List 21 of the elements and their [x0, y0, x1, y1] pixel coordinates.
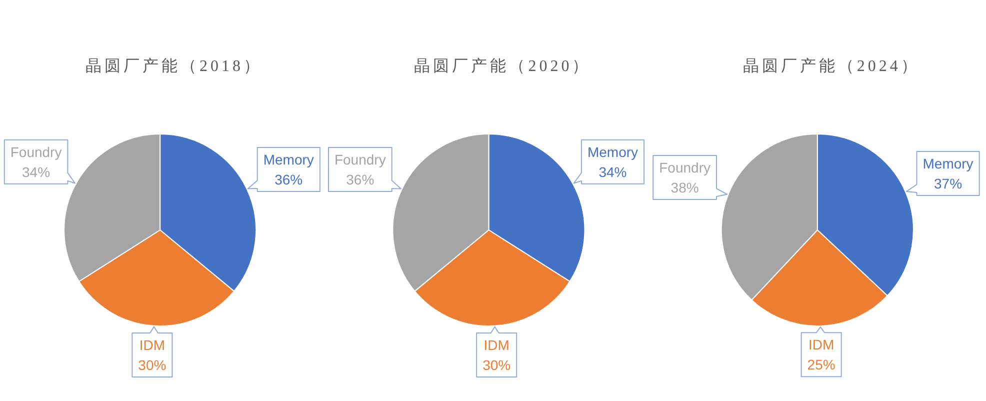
data-label: 25%	[807, 356, 836, 373]
slice-label: Memory	[263, 152, 314, 168]
data-label: 38%	[670, 180, 699, 196]
slice-label: Memory	[922, 155, 974, 172]
data-label: 34%	[22, 164, 50, 180]
title: 晶圆厂产能（2024）	[742, 58, 920, 75]
slice-label: Foundry	[659, 160, 710, 176]
slice-label: Foundry	[10, 144, 62, 160]
slice-label: Foundry	[334, 152, 386, 168]
data-label: 36%	[274, 172, 303, 188]
data-label: 30%	[482, 357, 511, 374]
slice-label: IDM	[484, 337, 510, 354]
slice-label: Memory	[587, 144, 638, 160]
data-label: 37%	[934, 175, 962, 192]
data-label: 34%	[598, 164, 627, 180]
title: 晶圆厂产能（2018）	[86, 58, 263, 75]
data-label: 36%	[346, 172, 374, 188]
slice-label: IDM	[808, 336, 834, 353]
data-label: 30%	[138, 357, 166, 374]
title: 晶圆厂产能（2020）	[414, 58, 592, 75]
slice-label: IDM	[139, 337, 166, 354]
